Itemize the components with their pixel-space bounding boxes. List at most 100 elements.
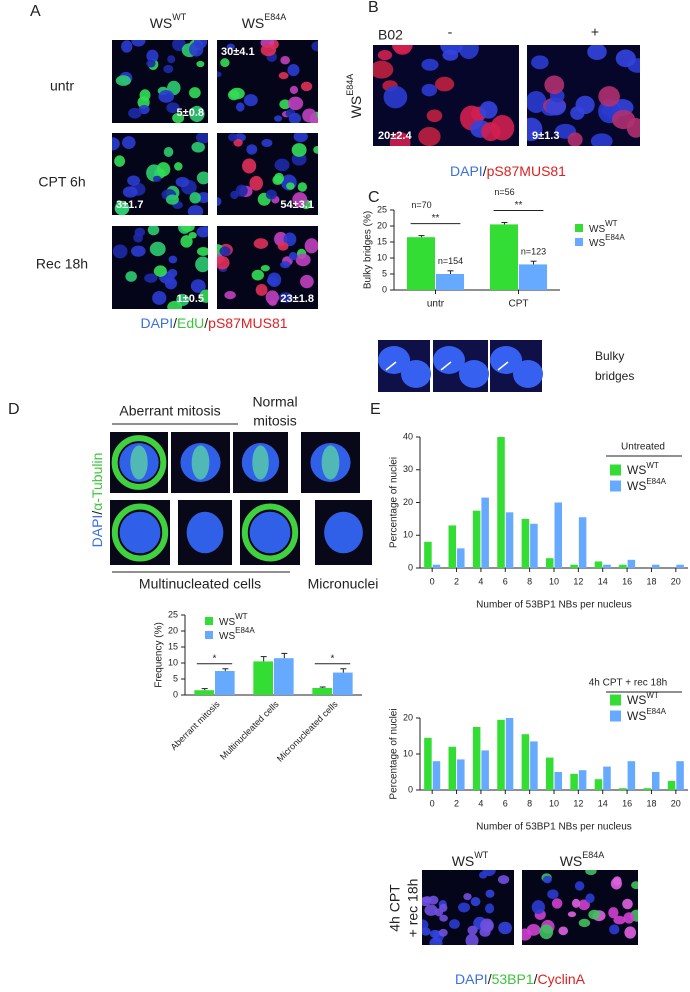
cell xyxy=(152,175,162,182)
bar xyxy=(424,737,432,790)
cell xyxy=(138,104,150,115)
cells xyxy=(422,870,512,945)
cell xyxy=(272,175,283,186)
cell xyxy=(251,269,265,281)
cell xyxy=(615,49,636,68)
bar xyxy=(497,719,505,790)
cell xyxy=(235,184,248,197)
y-tick-label: 10 xyxy=(168,657,178,667)
cell xyxy=(544,75,565,95)
spindle xyxy=(191,445,210,480)
bar xyxy=(545,757,554,790)
cell xyxy=(193,40,208,49)
y-tick-label: 20 xyxy=(377,220,387,230)
cell xyxy=(133,232,144,243)
micrograph xyxy=(315,500,372,565)
cell xyxy=(165,194,179,205)
bar xyxy=(676,761,684,790)
cells xyxy=(217,133,318,210)
cell xyxy=(149,241,166,257)
sep: / xyxy=(89,511,105,515)
quantification: 5±0.8 xyxy=(177,107,204,119)
cell xyxy=(196,171,208,185)
y-tick-label: 15 xyxy=(377,236,387,246)
cell xyxy=(226,43,235,50)
row-label: CPT 6h xyxy=(38,174,85,190)
header-sup: WT xyxy=(474,850,488,860)
cell xyxy=(249,175,263,191)
spindle xyxy=(321,445,340,480)
bar-label: n=154 xyxy=(438,256,463,266)
cell xyxy=(114,201,130,215)
bar xyxy=(481,497,489,568)
legend-label: WSE84A xyxy=(589,233,625,249)
cell xyxy=(292,192,308,208)
cell xyxy=(622,898,633,910)
column-header: WSWT xyxy=(150,12,187,30)
nucleus xyxy=(490,346,522,374)
cell xyxy=(479,871,488,879)
cell xyxy=(498,921,512,935)
micrograph xyxy=(178,500,232,565)
micrograph xyxy=(112,133,208,215)
cell xyxy=(531,55,549,70)
sep: / xyxy=(483,163,487,179)
cell xyxy=(297,182,308,192)
x-tick-label: 2 xyxy=(454,798,459,808)
cell xyxy=(612,109,636,130)
cell xyxy=(527,90,547,114)
y-tick-label: 30 xyxy=(403,464,413,474)
cell xyxy=(233,138,243,147)
cell xyxy=(547,889,559,900)
cell xyxy=(311,41,318,52)
cell xyxy=(146,49,159,63)
legend-swatch xyxy=(205,617,213,625)
micrograph xyxy=(112,40,208,123)
caption: DAPI/pS87MUS81 xyxy=(450,163,566,179)
bar xyxy=(253,661,273,695)
bar xyxy=(448,746,457,790)
stain: pS87MUS81 xyxy=(208,315,288,331)
treatment: B02 xyxy=(378,27,403,43)
bar xyxy=(627,559,636,568)
y-tick-label: 25 xyxy=(377,204,387,214)
bar xyxy=(676,564,684,568)
bar xyxy=(651,564,660,568)
cell xyxy=(286,182,295,190)
micrograph xyxy=(233,432,288,493)
cell xyxy=(467,925,478,935)
significance: ** xyxy=(515,200,523,211)
stain: 53BP1 xyxy=(492,971,534,987)
cell xyxy=(277,241,289,251)
row-label: + rec 18h xyxy=(405,879,421,938)
cell xyxy=(539,924,554,940)
arrow xyxy=(497,361,509,371)
header-sup: E84A xyxy=(264,12,286,22)
cell xyxy=(195,256,208,273)
bar xyxy=(215,671,235,695)
cell xyxy=(187,205,204,215)
x-tick-label: 12 xyxy=(573,798,583,808)
cell xyxy=(122,186,138,198)
column-header: - xyxy=(448,24,453,40)
cell xyxy=(542,875,552,884)
bar xyxy=(312,687,332,695)
bar xyxy=(436,274,465,290)
cell xyxy=(479,101,498,119)
cell xyxy=(217,197,222,206)
x-axis-label: Number of 53BP1 NBs per nucleus xyxy=(476,600,632,611)
legend-base: WS xyxy=(219,631,235,642)
cell xyxy=(624,926,637,939)
bar xyxy=(481,750,489,790)
bar xyxy=(651,772,660,790)
cell xyxy=(463,893,472,901)
bar xyxy=(333,672,353,695)
bar xyxy=(643,788,651,790)
cell xyxy=(196,60,205,68)
cell xyxy=(188,231,197,239)
cell xyxy=(567,911,577,918)
cell xyxy=(174,162,183,171)
cell xyxy=(279,99,291,110)
cell xyxy=(574,881,585,891)
legend-sup: WT xyxy=(646,691,659,700)
